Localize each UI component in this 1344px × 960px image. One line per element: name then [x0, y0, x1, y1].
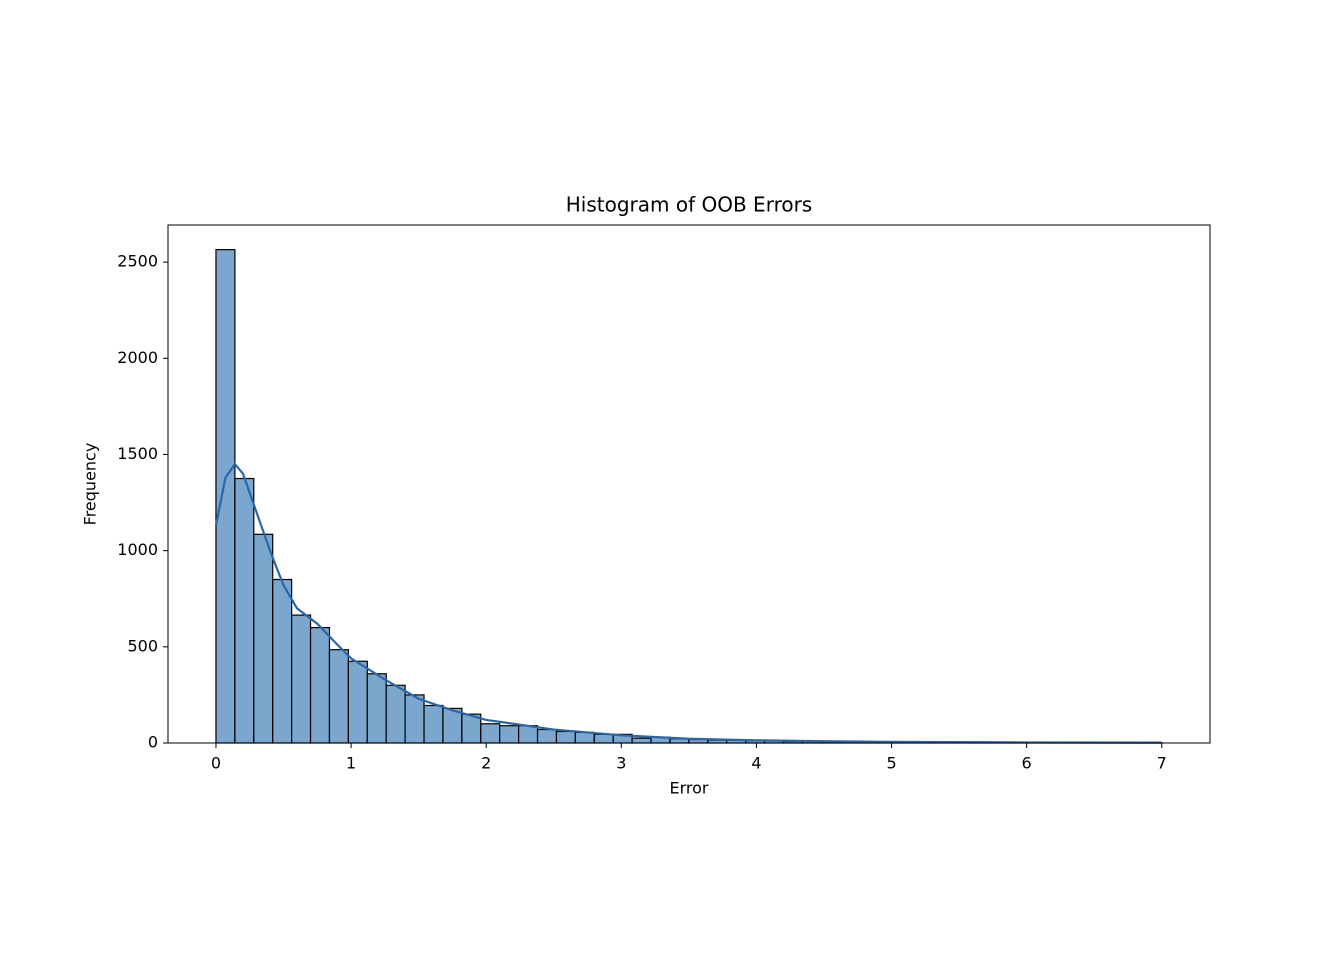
bar [593, 733, 614, 744]
x-tick-label: 5 [886, 754, 896, 773]
bar [385, 684, 406, 744]
y-tick-label: 2000 [117, 348, 158, 367]
bar [499, 725, 520, 744]
y-tick-label: 2500 [117, 252, 158, 271]
chart-title: Histogram of OOB Errors [566, 193, 812, 217]
bar [328, 649, 349, 744]
bar [366, 673, 387, 744]
bar [574, 731, 595, 744]
y-tick-label: 1000 [117, 540, 158, 559]
y-tick-label: 1500 [117, 444, 158, 463]
x-tick-label: 3 [616, 754, 626, 773]
bar [215, 249, 236, 744]
bar [631, 737, 652, 744]
bar [555, 730, 576, 744]
bar [423, 704, 444, 744]
x-tick-label: 6 [1022, 754, 1032, 773]
bar [404, 694, 425, 744]
bar [347, 660, 368, 744]
bar [518, 725, 539, 744]
bar [272, 578, 293, 744]
bar [234, 477, 255, 744]
plot-frame [167, 224, 1211, 744]
kde-line [214, 462, 1162, 744]
bar [536, 728, 558, 744]
bar [442, 707, 463, 744]
bar [291, 614, 312, 744]
bar [480, 723, 501, 744]
x-axis-label: Error [670, 779, 709, 798]
bar [309, 626, 331, 744]
y-tick-label: 500 [127, 636, 158, 655]
x-tick-label: 0 [211, 754, 221, 773]
x-tick-label: 4 [751, 754, 761, 773]
x-tick-label: 2 [481, 754, 491, 773]
x-tick-label: 1 [346, 754, 356, 773]
x-tick-label: 7 [1157, 754, 1167, 773]
y-axis-label: Frequency [81, 443, 100, 526]
y-tick-label: 0 [148, 733, 158, 752]
bar [253, 533, 274, 744]
